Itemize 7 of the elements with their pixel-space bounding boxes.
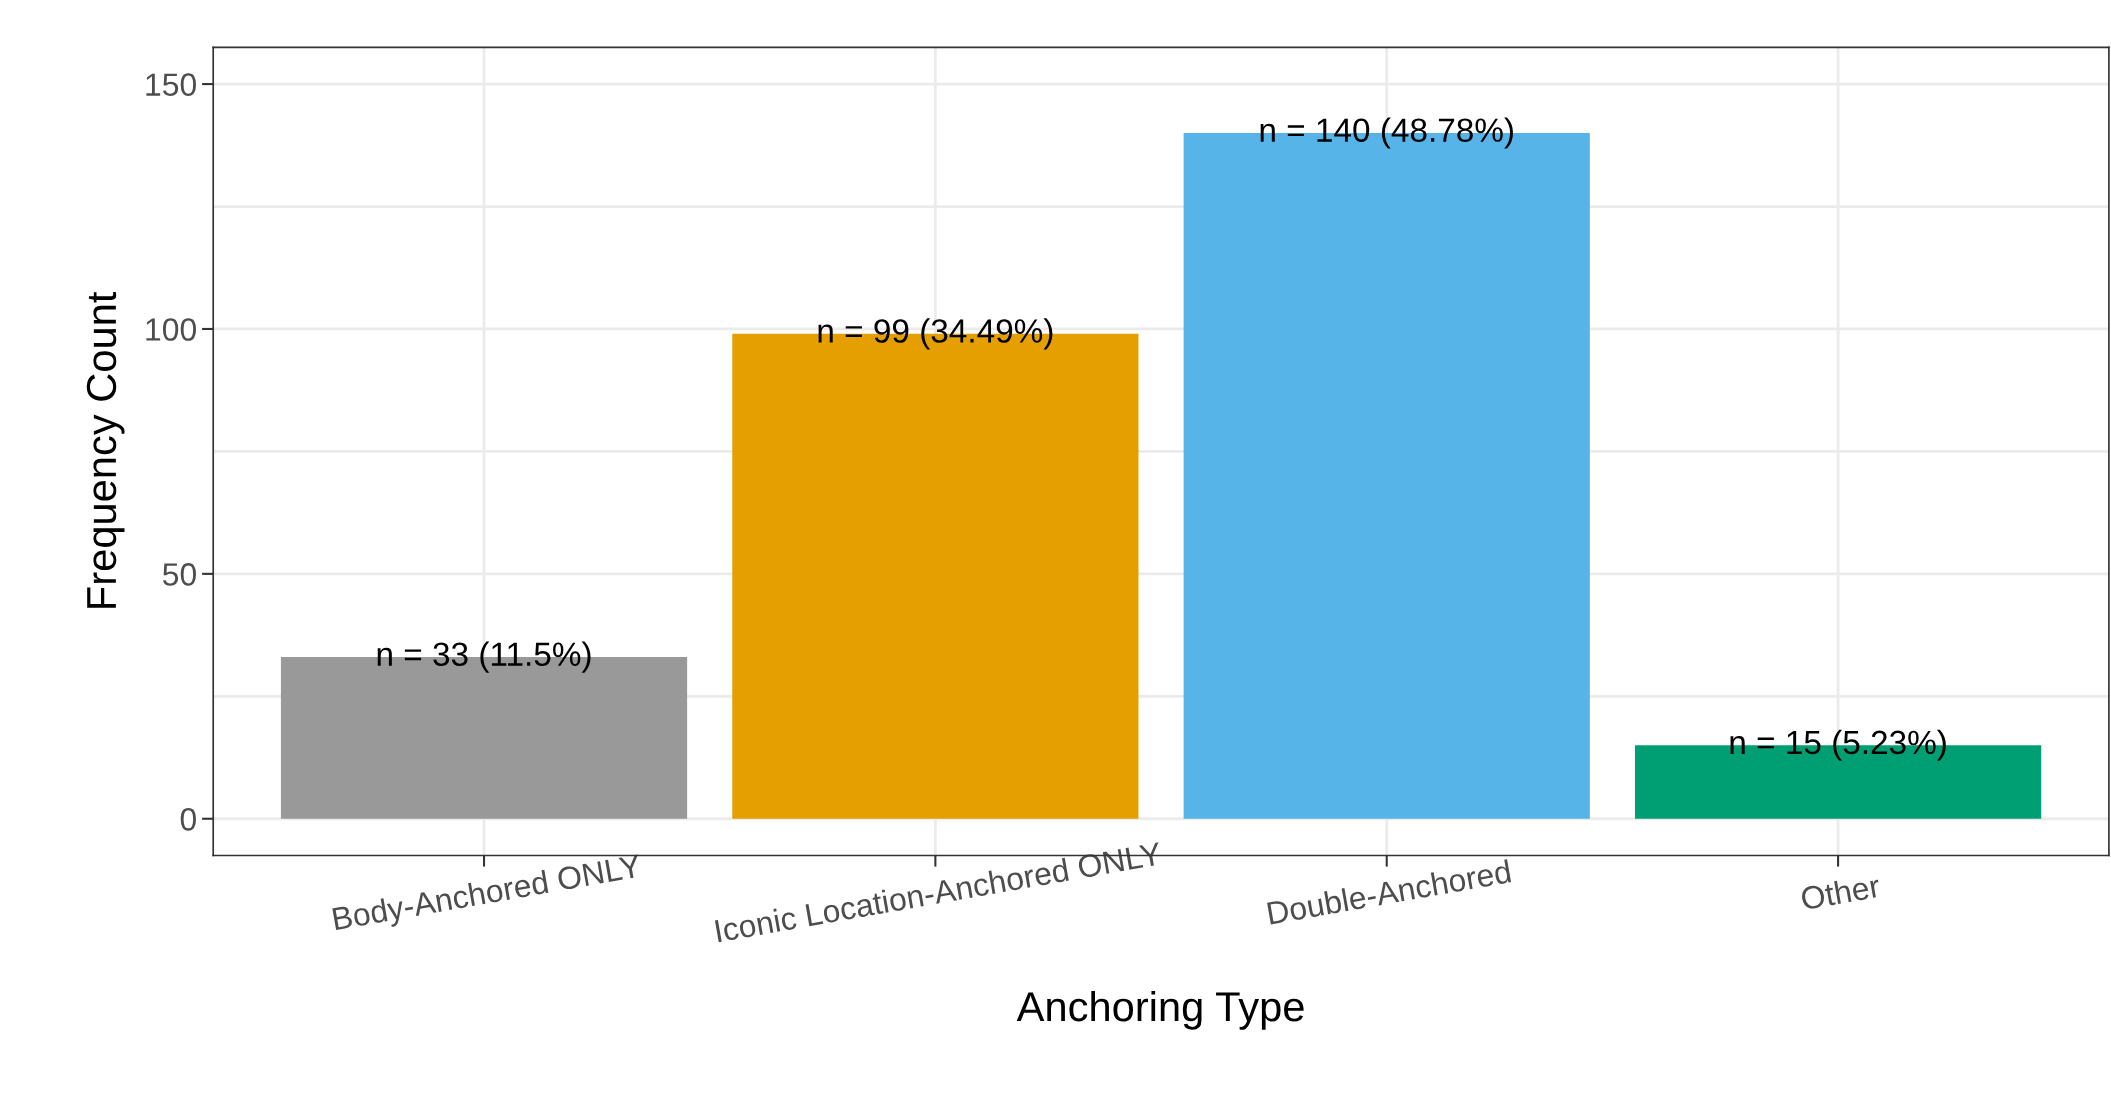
y-tick-label: 0 bbox=[180, 808, 196, 831]
y-tick-label: 50 bbox=[162, 563, 196, 586]
y-axis-title: Frequency Count bbox=[86, 291, 125, 608]
x-tick-label: Other bbox=[1800, 873, 1881, 911]
y-tick-label: 100 bbox=[146, 318, 196, 341]
y-tick-label: 150 bbox=[146, 73, 196, 96]
x-axis-title: Anchoring Type bbox=[1016, 990, 1304, 1030]
